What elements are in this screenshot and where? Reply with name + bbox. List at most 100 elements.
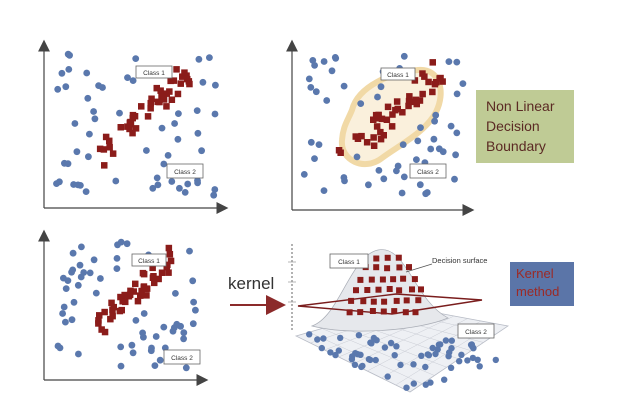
class2-point — [182, 364, 190, 372]
class2-point — [445, 353, 452, 360]
class2-point — [393, 343, 400, 350]
class2-point — [64, 160, 72, 168]
class1-label: Class 1 — [138, 258, 160, 265]
class2-point — [129, 77, 137, 84]
class2-point — [78, 243, 85, 251]
class1-point — [132, 125, 140, 132]
class2-point — [357, 100, 365, 107]
class1-point — [96, 145, 104, 153]
class1-point — [383, 116, 391, 123]
class2-point — [448, 345, 455, 352]
class2-point — [90, 108, 97, 115]
class2-point — [353, 153, 361, 161]
class2-point — [66, 51, 73, 59]
class2-point — [422, 190, 430, 198]
class2-point — [315, 141, 323, 149]
class2-point — [305, 75, 313, 83]
class1-point — [129, 129, 136, 137]
class1-point — [127, 287, 134, 295]
class2-point — [370, 334, 378, 342]
class2-point — [112, 177, 120, 185]
class1-label-box: Class 1 — [329, 253, 369, 269]
class2-label-box: Class 2 — [166, 163, 204, 179]
class1-point — [166, 251, 174, 258]
class2-label: Class 2 — [174, 169, 196, 176]
class2-label: Class 2 — [417, 169, 439, 176]
class2-point — [417, 124, 424, 131]
class2-point — [161, 344, 169, 352]
class1-point — [373, 123, 381, 130]
class1-point — [372, 111, 380, 119]
class1-point — [388, 123, 396, 130]
class2-point — [177, 322, 185, 330]
class2-label-box: Class 2 — [457, 323, 495, 339]
class2-point — [194, 129, 202, 137]
class1-point — [158, 269, 166, 276]
class1-label: Class 1 — [338, 259, 360, 266]
class2-point — [442, 337, 450, 344]
class2-point — [311, 155, 318, 163]
class1-point — [429, 59, 436, 66]
panel-bottom-left: Class 1 Class 2 — [38, 229, 209, 386]
class2-point — [447, 122, 455, 130]
class1-point — [419, 70, 426, 77]
class2-point — [331, 54, 339, 61]
class2-point — [430, 135, 438, 143]
class1-point — [377, 135, 385, 143]
class1-point — [380, 132, 387, 139]
class2-point — [75, 350, 82, 358]
class2-point — [410, 361, 417, 368]
class1-point — [425, 78, 432, 86]
class2-point — [160, 323, 168, 331]
kernel-method-callout: Kernel method — [510, 262, 574, 306]
class2-point — [86, 130, 93, 138]
class2-point — [147, 347, 155, 355]
class2-point — [447, 364, 455, 371]
class1-point — [431, 80, 439, 88]
class1-point — [377, 128, 384, 136]
class1-point — [346, 309, 353, 316]
class2-point — [311, 62, 318, 69]
class2-point — [132, 317, 140, 324]
class2-point — [399, 141, 407, 149]
callout-line-3: Boundary — [486, 138, 546, 154]
class2-point — [83, 69, 91, 77]
class2-point — [58, 69, 66, 77]
class1-point — [177, 80, 184, 87]
class2-point — [429, 344, 436, 352]
class2-point — [60, 274, 67, 282]
class1-point — [364, 287, 371, 293]
class1-point — [173, 66, 180, 73]
class1-point — [95, 320, 102, 327]
class2-point — [318, 344, 325, 352]
class2-point — [180, 335, 188, 343]
class2-point — [128, 341, 136, 349]
class1-point — [407, 98, 414, 106]
class2-point — [59, 310, 66, 317]
class1-point — [137, 292, 144, 299]
class1-point — [368, 276, 375, 283]
class2-point — [168, 178, 176, 185]
class2-point — [320, 58, 328, 65]
class2-point — [384, 373, 391, 380]
panel-top-right: Class 1 Class 2 — [286, 39, 475, 216]
grid-line — [367, 318, 468, 372]
class1-point — [393, 297, 400, 304]
class2-point — [151, 362, 159, 369]
callout-line-1: Kernel — [516, 266, 554, 281]
class1-point — [395, 254, 402, 261]
class2-point — [414, 137, 422, 145]
class2-point — [351, 361, 359, 368]
class1-label-box: Class 1 — [380, 67, 416, 81]
class2-point — [327, 349, 334, 356]
class2-point — [372, 356, 379, 364]
class2-point — [453, 90, 461, 98]
class1-label-box: Class 1 — [135, 65, 173, 79]
class2-point — [468, 341, 475, 348]
callout-line-1: Non Linear — [486, 98, 555, 114]
class1-point — [186, 80, 193, 88]
class2-point — [184, 180, 192, 188]
class1-point — [144, 113, 152, 120]
class2-point — [140, 310, 148, 317]
class1-point — [164, 261, 171, 269]
